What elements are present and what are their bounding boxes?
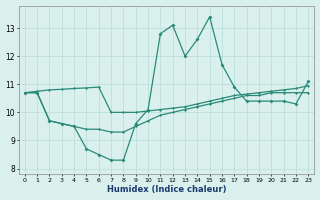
X-axis label: Humidex (Indice chaleur): Humidex (Indice chaleur) (107, 185, 226, 194)
